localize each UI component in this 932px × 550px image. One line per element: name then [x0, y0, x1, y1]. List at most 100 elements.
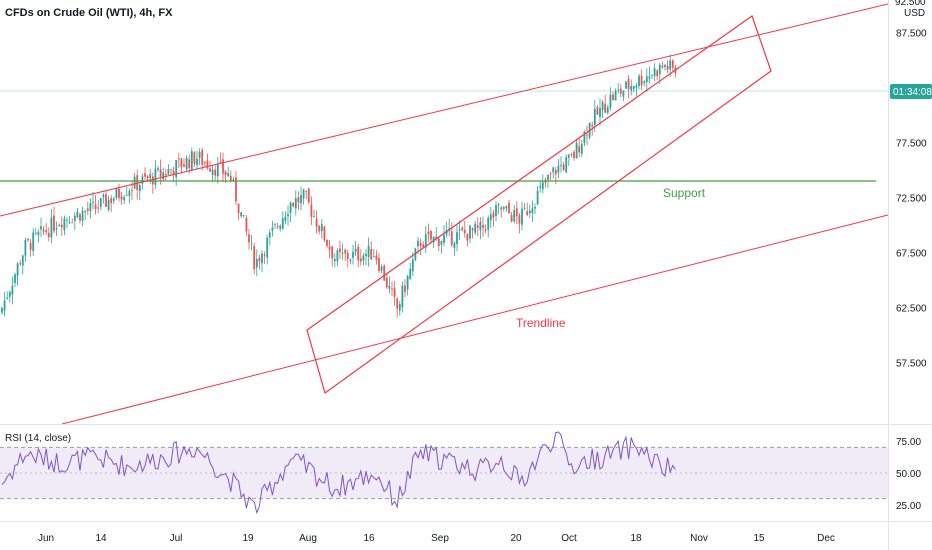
candle-body — [375, 255, 378, 260]
time-axis[interactable]: Jun 14 Jul 19 Aug 16 Sep 20 Oct 18 Nov 15 Dec — [38, 533, 835, 544]
candle-body — [294, 198, 297, 209]
candle-body — [237, 203, 240, 213]
candle-body — [453, 243, 456, 248]
candle-body — [287, 213, 289, 217]
candle-body — [606, 107, 609, 113]
candle-body — [430, 230, 432, 240]
candle-body — [638, 75, 640, 87]
candle-body — [604, 103, 607, 113]
candle-body — [383, 265, 386, 281]
price-tick-label: 62.500 — [896, 304, 927, 315]
upper-trend-line[interactable] — [0, 3, 888, 217]
candle-body — [235, 177, 237, 202]
candle-body — [229, 175, 232, 181]
candle-body — [107, 199, 110, 210]
candle-body — [29, 243, 32, 250]
candle-body — [326, 239, 328, 246]
candle-body — [253, 246, 256, 270]
time-tick-label: 20 — [510, 533, 522, 544]
time-tick-label: 15 — [753, 533, 765, 544]
price-axis[interactable]: 57.50062.50067.50072.50077.50082.50087.5… — [896, 29, 927, 370]
candle-body — [261, 253, 263, 264]
candle-body — [432, 236, 435, 243]
candle-body — [245, 217, 248, 232]
candle-body — [131, 189, 133, 191]
candle-body — [86, 208, 89, 211]
candle-body — [313, 216, 315, 217]
candle-body — [271, 227, 274, 231]
lower-trend-line[interactable] — [61, 214, 888, 424]
candle-body — [92, 201, 94, 203]
candle-body — [268, 232, 271, 238]
rsi-tick-label: 75.00 — [896, 437, 921, 448]
candle-body — [76, 211, 79, 218]
candle-body — [510, 215, 513, 222]
candle-body — [307, 188, 310, 203]
candle-body — [554, 169, 557, 175]
candle-body — [513, 210, 516, 222]
candle-body — [201, 150, 204, 165]
candle-body — [482, 225, 484, 228]
candle-body — [281, 218, 284, 229]
candle-body — [560, 165, 562, 167]
candle-body — [105, 194, 107, 207]
time-tick-label: Jun — [38, 533, 54, 544]
candle-body — [666, 65, 669, 70]
candle-body — [518, 215, 521, 224]
candle-body — [591, 124, 594, 127]
candle-body — [419, 242, 422, 247]
candle-body — [469, 225, 471, 239]
symbol-title[interactable]: CFDs on Crude Oil (WTI), 4h, FX — [5, 7, 173, 19]
candle-body — [531, 208, 534, 213]
candle-body — [214, 169, 217, 176]
candle-body — [370, 248, 373, 260]
candle-body — [471, 228, 474, 231]
candle-body — [185, 157, 188, 170]
time-tick-label: 19 — [242, 533, 254, 544]
candle-body — [596, 106, 599, 115]
price-tick-label: 77.500 — [896, 139, 927, 150]
candle-body — [11, 285, 14, 295]
rsi-legend[interactable]: RSI (14, close) — [5, 433, 71, 444]
candle-body — [255, 258, 258, 268]
candle-body — [599, 108, 601, 118]
candle-body — [344, 250, 347, 254]
candle-body — [388, 285, 391, 289]
candle-body — [627, 78, 630, 90]
candle-body — [167, 168, 170, 175]
candle-body — [417, 240, 419, 247]
candle-body — [609, 94, 612, 108]
candle-body — [94, 204, 97, 210]
candle-body — [570, 153, 573, 155]
rising-channel-rectangle[interactable] — [306, 15, 772, 394]
support-label: Support — [663, 186, 706, 200]
candle-body — [292, 202, 295, 207]
candle-body — [349, 259, 352, 262]
time-tick-label: Aug — [299, 533, 317, 544]
candle-body — [71, 222, 74, 224]
candle-body — [60, 224, 63, 228]
candle-body — [521, 208, 523, 225]
candle-body — [164, 173, 167, 176]
trendline-label: Trendline — [516, 316, 566, 330]
candle-body — [357, 246, 360, 261]
candle-body — [380, 266, 383, 271]
price-tick-label: 87.500 — [896, 29, 927, 40]
candle-body — [3, 300, 6, 311]
candle-body — [206, 160, 209, 168]
candle-body — [115, 188, 118, 199]
time-tick-label: Sep — [431, 533, 449, 544]
candle-body — [216, 163, 219, 177]
candle-body — [328, 246, 331, 250]
candle-body — [450, 231, 453, 245]
candle-body — [203, 162, 206, 163]
candle-body — [466, 233, 469, 241]
candle-body — [422, 244, 425, 248]
candle-body — [84, 211, 87, 212]
candle-body — [14, 274, 16, 283]
candle-body — [180, 158, 183, 168]
candle-body — [583, 131, 586, 143]
candle-body — [323, 226, 326, 241]
candle-body — [138, 185, 141, 192]
